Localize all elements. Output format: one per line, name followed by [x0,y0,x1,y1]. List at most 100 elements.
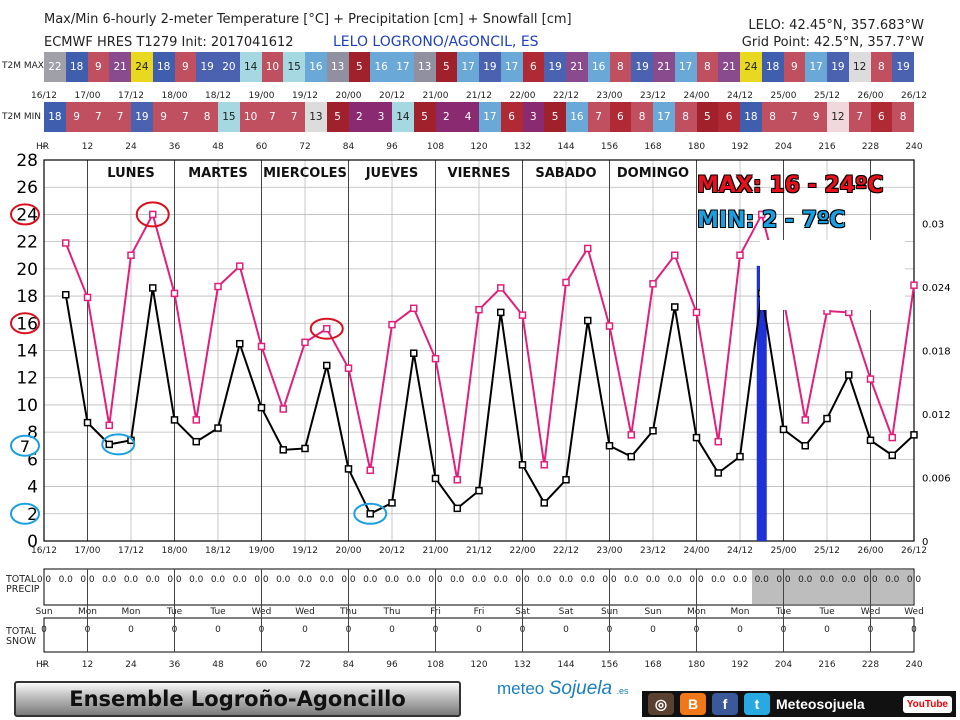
date-tick: 19/12 [292,91,318,101]
date-tick: 20/12 [379,91,405,101]
bottom-hour-tick: 132 [514,660,531,670]
t2m-max-cell: 8 [870,52,893,82]
t2m-max-cell: 21 [109,52,131,82]
hour-tick: 96 [386,142,398,152]
min-temp-point [366,510,374,518]
hour-tick: 204 [774,142,793,152]
t2m-max-cell: 17 [805,52,827,82]
max-temp-point [170,289,179,298]
date-tick: 25/00 [770,91,797,101]
t2m-max-cell: 8 [696,52,719,82]
weekday-label: LUNES [107,166,155,181]
brand-part-1: meteo [497,679,545,698]
bottom-date-tick: 22/12 [553,546,579,556]
t2m-max-cell: 14 [239,52,262,82]
t2m-min-cell: 7 [587,102,610,132]
max-temp-point [214,282,222,291]
precip-value: 0.0 [276,575,291,585]
day-name-tick: Wed [904,607,924,617]
date-tick: 18/12 [205,91,231,101]
precip-value: 0.0 [559,575,574,585]
bottom-hour-tick: 36 [169,660,181,670]
min-temp-point [344,465,353,473]
date-tick: 19/00 [248,91,275,101]
low-highlight-7 [101,433,136,456]
t2m-max-cell: 9 [783,52,806,82]
precip-value: 0.0 [646,575,661,585]
facebook-icon[interactable]: f [712,693,738,715]
youtube-icon[interactable]: YouTube [902,695,952,713]
t2m-min-label: T2M MIN [2,112,42,122]
hour-tick: 132 [513,142,532,152]
day-name-tick: Mon [122,607,141,617]
total-snow-row [43,617,915,653]
precip-value: 0.0 [798,575,813,585]
snow-value: 0 [737,625,743,635]
weekday-label: MARTES [188,166,248,181]
hour-tick: 12 [81,142,94,152]
t2m-max-cell: 19 [544,52,566,82]
min-temp-point [257,403,266,412]
min-temp-point [910,431,918,439]
max-temp-point [323,324,331,333]
precip-tick-label: 0.006 [922,474,951,485]
min-temp-point [388,499,396,507]
max-temp-point [584,244,592,253]
bottom-hour-tick: 168 [644,660,661,670]
max-temp-point [845,308,853,317]
date-tick: 18/00 [161,91,188,101]
max-temp-point [518,311,527,319]
y-tick-label: 10 [16,396,38,416]
y-tick-highlight [10,502,40,525]
t2m-max-cell: 19 [196,52,218,82]
day-name-tick: Mon [731,607,750,617]
y-tick-label: 12 [16,369,38,389]
snow-value: 0 [389,625,395,635]
precip-value: 0.0 [472,575,487,585]
t2m-max-label: T2M MAX [2,61,44,71]
day-name-tick: Sat [559,607,574,617]
weekday-label: MIERCOLES [263,166,347,181]
precip-tick-label: 0.018 [922,347,951,358]
y-tick-label-extra: 7 [20,437,30,456]
t2m-min-cell: 8 [196,102,218,132]
t2m-min-cell: 7 [261,102,284,132]
max-temp-point [257,342,266,351]
date-tick: 24/00 [683,91,710,101]
max-temp-point [410,304,418,313]
hour-tick: 24 [125,142,137,152]
max-temp-point [605,322,614,330]
hour-tick: 48 [212,142,224,152]
precip-value: 0.0 [320,575,335,585]
t2m-max-cell: 18 [152,52,175,82]
max-temp-point [192,416,200,424]
max-temp-point [279,405,287,413]
precip-value: 0.0 [407,575,422,585]
max-temp-point [649,280,657,288]
hour-tick: 84 [342,142,355,152]
min-temp-point [105,440,113,449]
bottom-date-tick: 24/12 [727,546,753,556]
bottom-date-tick: 17/00 [75,546,101,556]
max-temp-point [127,251,135,259]
twitter-icon[interactable]: t [744,693,770,715]
max-temp-point [758,210,766,219]
y-tick-label: 4 [27,478,38,498]
bottom-hour-tick: 120 [470,660,487,670]
bottom-hour-tick: 12 [82,660,93,670]
t2m-max-cell: 10 [261,52,284,82]
bottom-hour-tick: 216 [818,660,835,670]
precip-tick-label: 0.012 [922,410,951,421]
min-temp-point [149,284,157,292]
hour-tick: 36 [168,142,181,152]
social-bar: ◎ B f t Meteosojuela YouTube [642,691,956,717]
max-temp-point [236,262,244,270]
bottom-date-tick: 21/12 [466,546,492,556]
social-handle[interactable]: Meteosojuela [776,696,865,712]
t2m-min-cell: 7 [174,102,197,132]
y-tick-label: 18 [16,287,38,307]
t2m-max-cell: 9 [87,52,110,82]
instagram-icon[interactable]: ◎ [648,693,674,715]
blogger-icon[interactable]: B [680,693,706,715]
t2m-min-strip: 18 9 7 7 19 9 7 8 15 10 7 7 13 5 2 3 14 5 2 4 17 6 3 5 16 7 6 8 17 8 5… [44,102,914,132]
